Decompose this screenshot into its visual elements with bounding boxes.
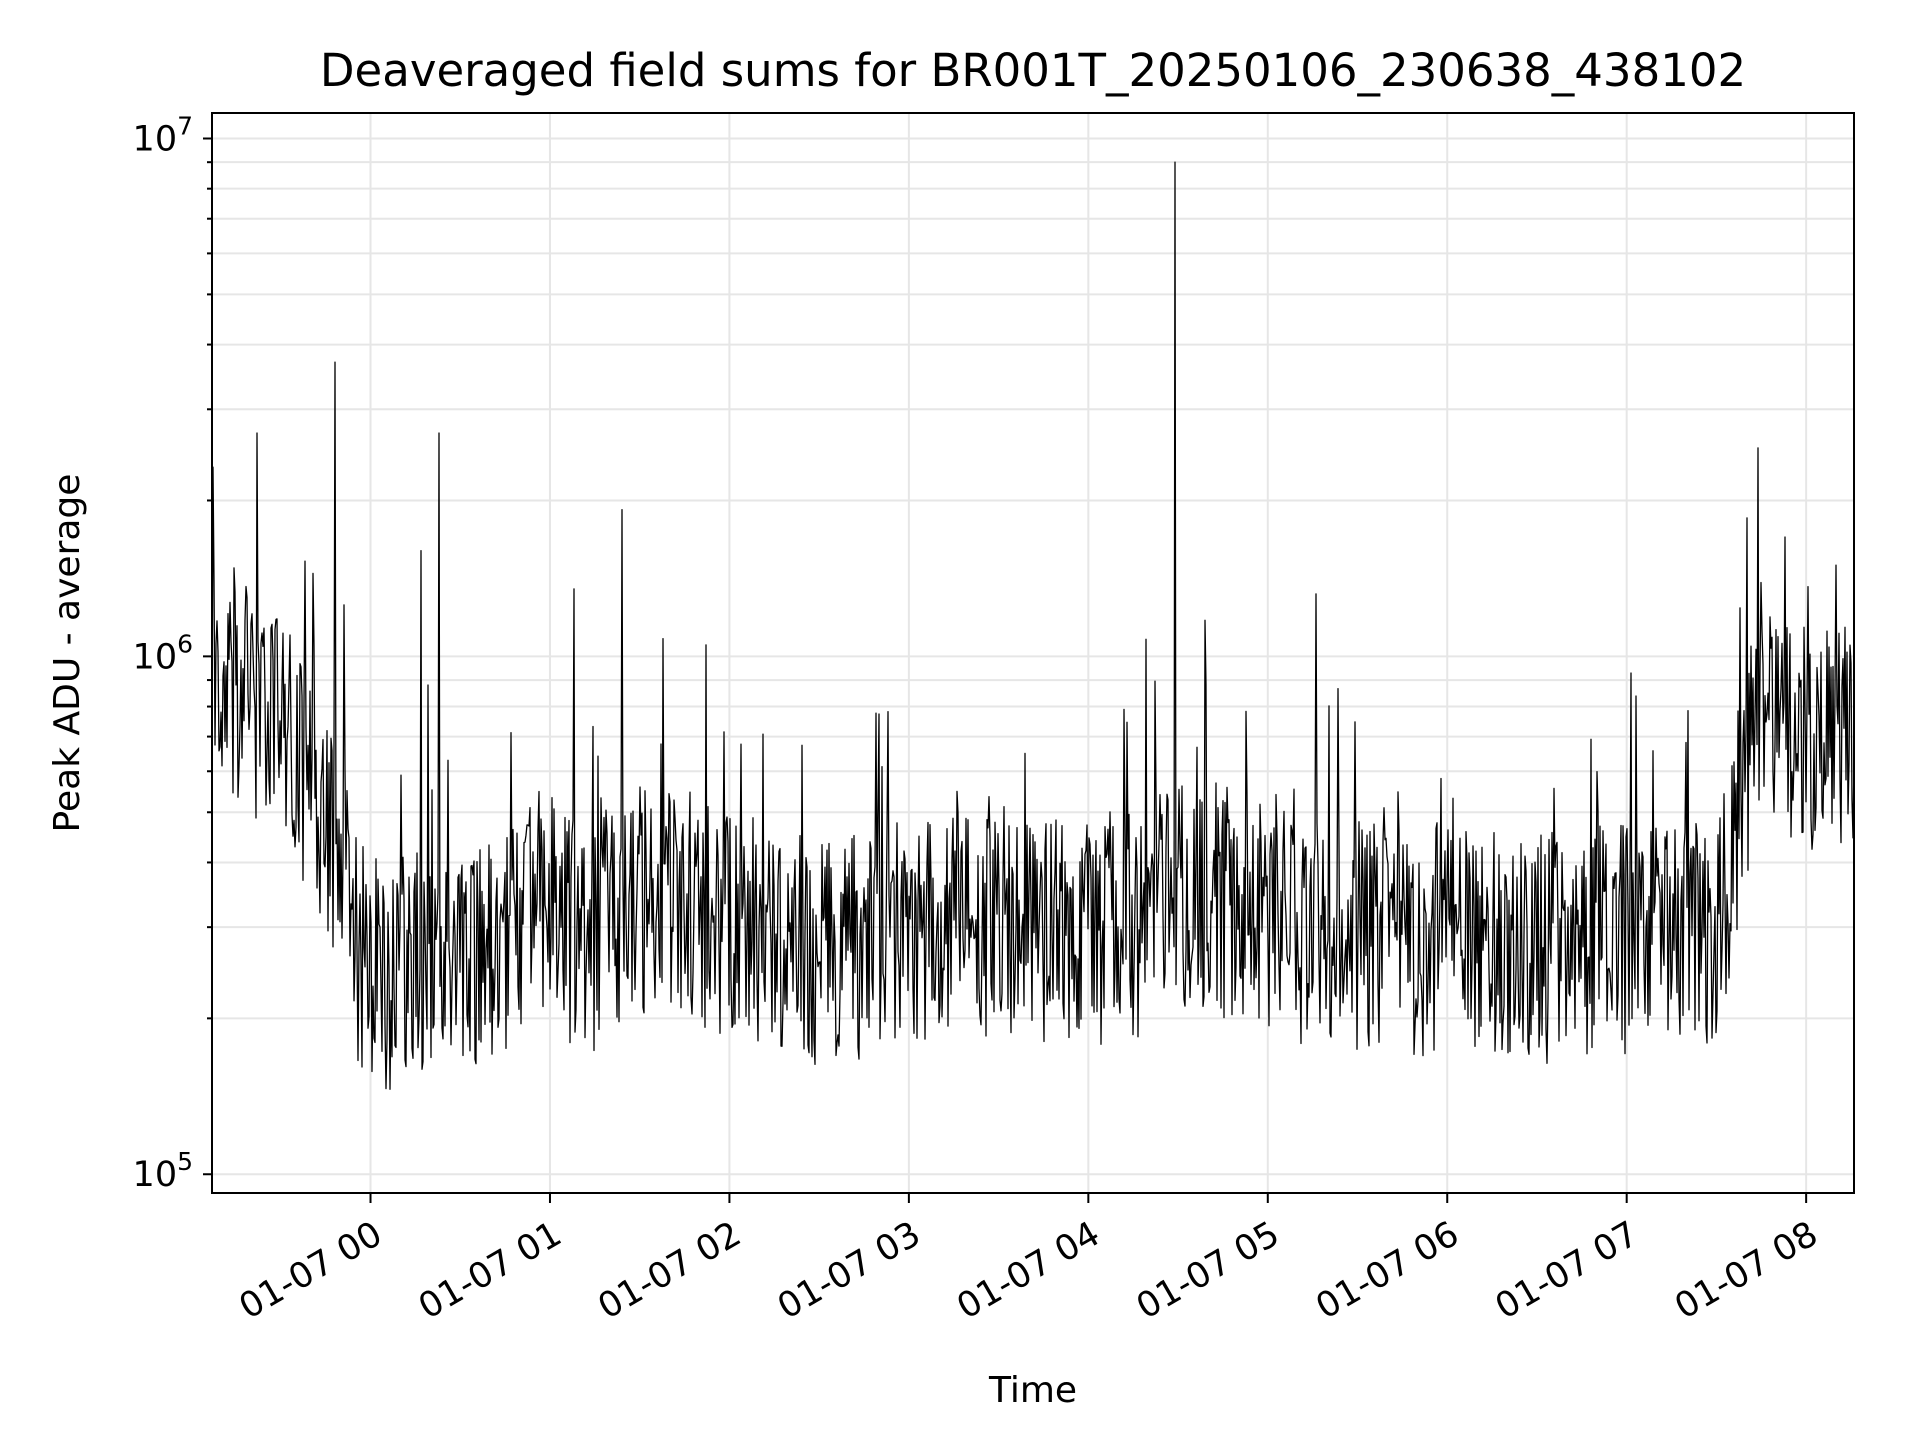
x-tick-label: 01-07 07 xyxy=(1489,1214,1645,1327)
x-axis: 01-07 00 01-07 01 01-07 02 01-07 03 01-07 04… xyxy=(233,1193,1825,1327)
x-tick-label: 01-07 06 xyxy=(1309,1214,1465,1327)
y-tick-label: 107 xyxy=(133,111,193,159)
series-line xyxy=(211,161,1855,1090)
y-axis: 105 106 107 xyxy=(133,111,212,1195)
y-axis-label: Peak ADU - average xyxy=(47,474,88,833)
x-tick-label: 01-07 08 xyxy=(1668,1214,1824,1327)
x-tick-label: 01-07 04 xyxy=(951,1214,1107,1327)
x-tick-label: 01-07 05 xyxy=(1130,1214,1286,1327)
chart-title: Deaveraged field sums for BR001T_2025010… xyxy=(320,44,1746,97)
grid xyxy=(212,113,1854,1193)
axes-frame xyxy=(211,112,1855,1194)
plot-area xyxy=(211,161,1855,1090)
x-tick-label: 01-07 03 xyxy=(771,1214,927,1327)
x-tick-label: 01-07 00 xyxy=(233,1214,389,1327)
y-tick-label: 106 xyxy=(133,629,193,677)
x-axis-label: Time xyxy=(988,1370,1077,1411)
y-tick-label: 105 xyxy=(133,1147,193,1195)
x-tick-label: 01-07 01 xyxy=(412,1214,568,1327)
x-tick-label: 01-07 02 xyxy=(592,1214,748,1327)
